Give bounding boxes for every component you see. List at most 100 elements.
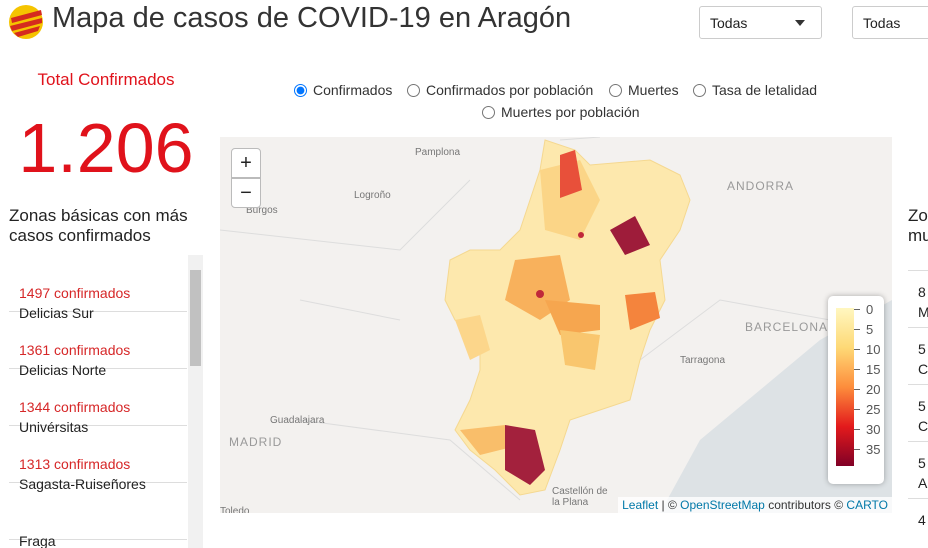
place-label: la Plana (552, 497, 589, 508)
leaflet-link[interactable]: Leaflet (622, 498, 659, 512)
osm-link[interactable]: OpenStreetMap (680, 498, 765, 512)
place-label: Tarragona (680, 355, 725, 366)
radio-button[interactable] (609, 83, 622, 97)
total-value: 1.206 (18, 109, 194, 187)
list-title: Zonas básicas con más casos confirmados (9, 206, 188, 245)
place-label: Castellón de (552, 486, 608, 497)
logo (9, 5, 43, 39)
list-divider (908, 498, 928, 499)
page-title: Mapa de casos de COVID-19 en Aragón (52, 2, 572, 34)
select-value: Todas (863, 15, 901, 31)
legend-tick (854, 429, 860, 430)
legend-label: 15 (866, 362, 881, 377)
radio-button[interactable] (294, 83, 307, 97)
zoom-out[interactable]: − (231, 178, 261, 208)
title-line: Zo (908, 206, 928, 225)
zone (560, 150, 582, 198)
list-item[interactable]: 1497 confirmados Delicias Sur (9, 255, 187, 321)
list-divider (908, 384, 928, 385)
item-name: Sagasta-Ruiseñores (19, 476, 146, 492)
radio-option[interactable]: Muertes (609, 82, 679, 98)
legend-tick (854, 349, 860, 350)
filter-select[interactable]: Todas (699, 6, 822, 39)
zone (536, 290, 544, 298)
list-divider (908, 327, 928, 328)
list-title: Zo mu (908, 206, 928, 246)
legend-ramp (836, 308, 854, 466)
place-label: Pamplona (415, 147, 460, 158)
list-divider (908, 270, 928, 271)
radio-button[interactable] (693, 83, 706, 97)
zone (505, 425, 545, 485)
item-name: Delicias Sur (19, 305, 94, 321)
radio-label: Confirmados (313, 82, 393, 98)
legend-label: 30 (866, 422, 881, 437)
zoom-in[interactable]: + (231, 148, 261, 178)
zone (455, 315, 490, 360)
place-label: Logroño (354, 190, 391, 201)
zone (560, 330, 600, 370)
item-text: C (918, 418, 928, 434)
legend-tick (854, 389, 860, 390)
radio-label: Tasa de letalidad (712, 82, 818, 98)
legend-label: 10 (866, 342, 881, 357)
zone (545, 300, 600, 335)
place-labels: Pamplona Logroño Burgos ANDORRA BARCELONA Tar… (220, 147, 828, 513)
item-text: 5 (918, 398, 926, 414)
legend-label: 0 (866, 302, 874, 317)
item-name: Univérsitas (19, 419, 89, 435)
radio-button[interactable] (482, 105, 495, 119)
list-divider (908, 441, 928, 442)
list-item[interactable]: Fraga (9, 483, 187, 548)
item-text: 5 (918, 341, 926, 357)
filter-select[interactable]: Todas (852, 6, 928, 39)
item-count: 1344 confirmados (19, 399, 131, 415)
legend-tick (854, 449, 860, 450)
radio-option[interactable]: Muertes por población (482, 104, 640, 120)
attribution: Leaflet | © OpenStreetMap contributors ©… (618, 497, 892, 513)
place-label: Toledo (220, 506, 250, 513)
legend: 0 5 10 15 20 25 30 35 (828, 296, 884, 484)
radio-option[interactable]: Tasa de letalidad (693, 82, 817, 98)
zone (610, 216, 650, 255)
item-name: Fraga (19, 533, 56, 548)
radio-option[interactable]: Confirmados (294, 82, 392, 98)
item-text: 4 (918, 512, 926, 528)
item-count: 1497 confirmados (19, 285, 131, 301)
place-label: BARCELONA (745, 320, 828, 334)
caret (795, 20, 805, 31)
radio-button[interactable] (407, 83, 420, 97)
zone-list: 1497 confirmados Delicias Sur 1361 confirm… (9, 255, 203, 548)
title-line: mu (908, 226, 928, 245)
place-label: ANDORRA (727, 179, 794, 193)
legend-label: 20 (866, 382, 881, 397)
select-value: Todas (710, 15, 748, 31)
radio-option[interactable]: Confirmados por población (407, 82, 593, 98)
legend-label: 35 (866, 442, 881, 457)
legend-label: 25 (866, 402, 881, 417)
roads (220, 137, 831, 501)
list-item[interactable]: 1313 confirmados Sagasta-Ruiseñores (9, 426, 187, 492)
item-text: 5 (918, 455, 926, 471)
zone (540, 160, 600, 240)
attribution-text: contributors © (768, 498, 844, 512)
legend-tick (854, 329, 860, 330)
item-count: 1313 confirmados (19, 456, 131, 472)
list-item[interactable]: 1344 confirmados Univérsitas (9, 369, 187, 435)
carto-link[interactable]: CARTO (846, 498, 888, 512)
scrollbar-thumb[interactable] (190, 270, 201, 366)
place-label: Guadalajara (270, 415, 325, 426)
item-text: A (918, 475, 928, 491)
place-label: Burgos (246, 205, 278, 216)
item-text: 8 (918, 284, 926, 300)
map-canvas: Pamplona Logroño Burgos ANDORRA BARCELONA Tar… (220, 137, 892, 513)
map[interactable]: Pamplona Logroño Burgos ANDORRA BARCELONA Tar… (220, 137, 892, 513)
legend-tick (854, 309, 860, 310)
place-label: MADRID (229, 435, 282, 449)
item-count: 1361 confirmados (19, 342, 131, 358)
list-item[interactable]: 1361 confirmados Delicias Norte (9, 312, 187, 378)
item-name: Delicias Norte (19, 362, 107, 378)
item-text: M (918, 304, 928, 320)
zone (625, 292, 660, 330)
